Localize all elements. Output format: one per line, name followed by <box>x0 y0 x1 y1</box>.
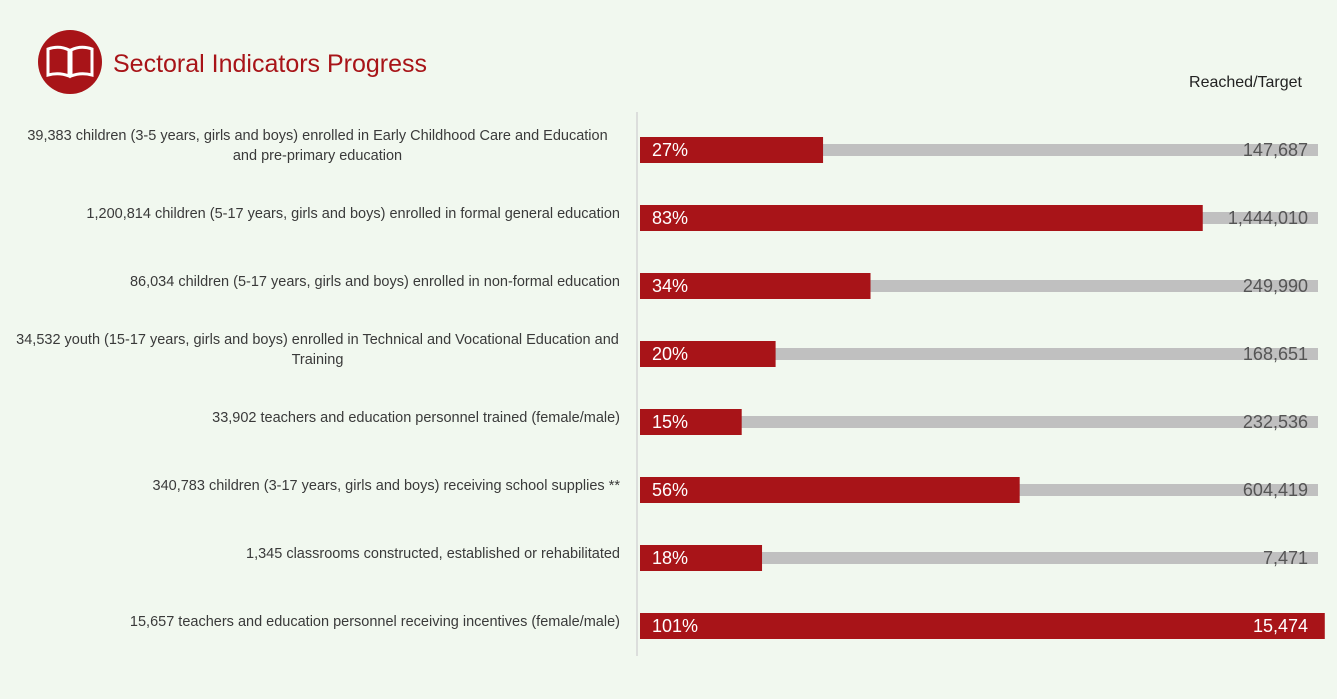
value-label: 27% <box>652 140 688 160</box>
target-label: 168,651 <box>1243 344 1308 364</box>
target-track <box>640 348 1318 360</box>
value-label: 20% <box>652 344 688 364</box>
category-text: 340,783 children (3-17 years, girls and … <box>152 478 620 494</box>
category-text: 33,902 teachers and education personnel … <box>212 410 620 426</box>
category-label: 1,200,814 children (5-17 years, girls an… <box>0 204 620 224</box>
value-label: 15% <box>652 412 688 432</box>
target-label: 147,687 <box>1243 140 1308 160</box>
category-text: 1,200,814 children (5-17 years, girls an… <box>86 206 620 222</box>
target-label: 249,990 <box>1243 276 1308 296</box>
chart-title: Sectoral Indicators Progress <box>113 50 428 78</box>
category-label: 1,345 classrooms constructed, establishe… <box>0 544 620 564</box>
category-text: 34,532 youth (15-17 years, girls and boy… <box>16 332 619 368</box>
category-text: 86,034 children (5-17 years, girls and b… <box>129 274 620 290</box>
progress-bar <box>640 341 776 367</box>
progress-bar <box>640 273 871 299</box>
target-label: 15,474 <box>1253 616 1308 636</box>
target-label: 7,471 <box>1263 548 1308 568</box>
book-icon <box>46 45 94 79</box>
target-track <box>640 552 1318 564</box>
progress-bar <box>640 205 1203 231</box>
category-label: 15,657 teachers and education personnel … <box>0 612 620 632</box>
category-text: 39,383 children (3-5 years, girls and bo… <box>27 128 608 164</box>
progress-bar <box>640 137 824 163</box>
progress-bar <box>640 545 763 571</box>
target-label: 232,536 <box>1243 412 1308 432</box>
value-label: 83% <box>652 208 688 228</box>
category-label: 86,034 children (5-17 years, girls and b… <box>0 272 620 292</box>
target-label: 1,444,010 <box>1228 208 1308 228</box>
progress-bar <box>640 409 742 435</box>
category-label: 340,783 children (3-17 years, girls and … <box>0 476 620 496</box>
value-label: 101% <box>652 616 698 636</box>
legend-title: Reached/Target <box>1189 74 1302 91</box>
category-label: 34,532 youth (15-17 years, girls and boy… <box>0 330 620 370</box>
value-label: 18% <box>652 548 688 568</box>
target-label: 604,419 <box>1243 480 1308 500</box>
value-label: 34% <box>652 276 688 296</box>
target-track <box>640 416 1318 428</box>
progress-bar <box>640 477 1020 503</box>
category-text: 1,345 classrooms constructed, establishe… <box>246 546 620 562</box>
category-text: 15,657 teachers and education personnel … <box>129 614 620 630</box>
progress-bar <box>640 613 1325 639</box>
category-label: 33,902 teachers and education personnel … <box>0 408 620 428</box>
category-label: 39,383 children (3-5 years, girls and bo… <box>0 126 620 166</box>
value-label: 56% <box>652 480 688 500</box>
